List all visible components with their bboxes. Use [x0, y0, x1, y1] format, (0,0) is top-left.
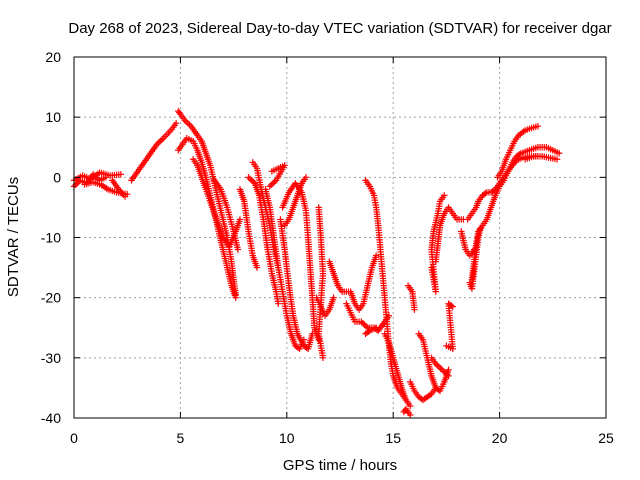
data-point-marker: [365, 328, 372, 335]
y-tick-label: 20: [45, 49, 61, 65]
data-point-marker: [448, 302, 455, 309]
data-point-marker: [432, 384, 439, 392]
x-tick-label: 5: [177, 430, 185, 446]
data-point-marker: [553, 156, 561, 163]
data-point-marker: [281, 222, 288, 229]
data-point-marker: [482, 190, 489, 197]
data-point-marker: [117, 171, 125, 178]
y-tick-label: 10: [45, 109, 61, 125]
data-point-marker: [449, 303, 456, 310]
data-point-marker: [407, 411, 414, 419]
x-tick-label: 20: [492, 430, 508, 446]
data-point-marker: [534, 122, 542, 130]
data-point-marker: [319, 354, 327, 362]
data-point-marker: [275, 300, 282, 307]
y-tick-label: 0: [53, 169, 61, 185]
y-tick-label: -20: [41, 290, 61, 306]
chart-title: Day 268 of 2023, Sidereal Day-to-day VTE…: [68, 20, 611, 37]
x-tick-label: 0: [70, 430, 78, 446]
data-point-marker: [402, 396, 410, 404]
data-point-marker: [441, 192, 448, 199]
data-point-marker: [253, 264, 261, 271]
tick-labels: 0 5 10 15 20 25 -40 -30 -20 -10 0 10 20: [41, 49, 614, 446]
data-points: [70, 107, 563, 419]
data-point-marker: [176, 109, 183, 116]
data-point-marker: [234, 246, 242, 253]
data-point-marker: [555, 150, 563, 157]
data-point-marker: [121, 193, 129, 200]
y-tick-label: -10: [41, 230, 61, 246]
data-point-marker: [372, 324, 380, 331]
data-point-marker: [232, 294, 239, 301]
data-point-marker: [445, 366, 452, 374]
data-point-marker: [266, 183, 273, 190]
data-point-marker: [411, 306, 418, 313]
axis-ticks: [73, 56, 607, 419]
y-axis-label: SDTVAR / TECUs: [5, 177, 22, 297]
data-point-marker: [172, 119, 180, 127]
y-tick-label: -30: [41, 350, 61, 366]
data-point-marker: [236, 216, 244, 223]
x-axis-label: GPS time / hours: [283, 457, 397, 474]
x-tick-label: 15: [385, 430, 401, 446]
data-point-marker: [330, 294, 337, 301]
y-tick-label: -40: [41, 410, 61, 426]
data-point-marker: [516, 151, 523, 158]
data-point-marker: [407, 402, 414, 410]
data-point-marker: [445, 372, 452, 380]
x-tick-label: 10: [279, 430, 295, 446]
x-tick-label: 25: [598, 430, 614, 446]
data-point-marker: [477, 225, 484, 232]
data-point-marker: [426, 391, 434, 399]
data-point-marker: [372, 252, 380, 259]
